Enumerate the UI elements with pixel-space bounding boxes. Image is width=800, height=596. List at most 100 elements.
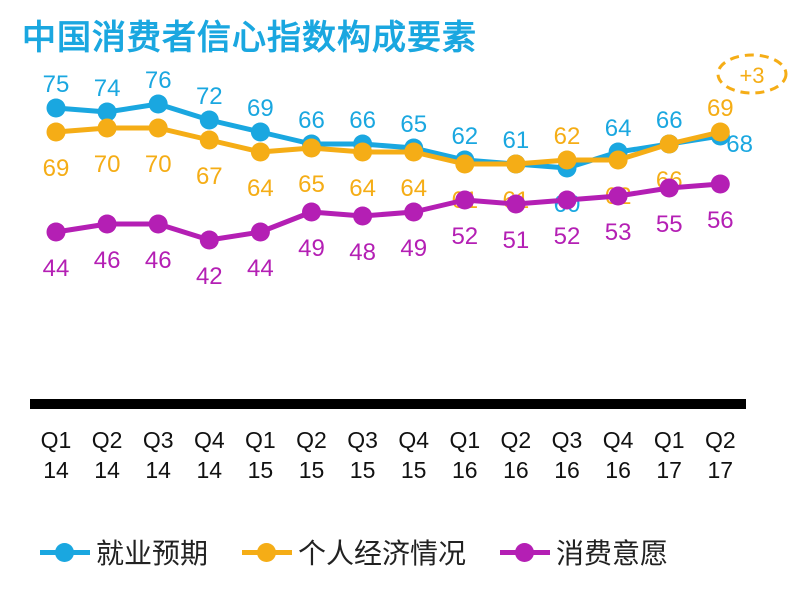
data-label: 64	[349, 175, 376, 202]
data-point	[199, 110, 219, 130]
data-label: 52	[451, 223, 478, 250]
data-point	[302, 202, 321, 222]
x-tick-label-year: 16	[452, 457, 478, 483]
x-tick-label-quarter: Q2	[296, 427, 327, 453]
data-point	[506, 154, 526, 174]
data-label: 44	[43, 255, 70, 282]
data-label: 65	[400, 111, 427, 138]
x-tick-label-quarter: Q1	[449, 427, 480, 453]
data-label: 68	[726, 131, 753, 158]
data-point	[199, 230, 219, 250]
data-label: 67	[196, 163, 223, 190]
x-tick-label-quarter: Q4	[603, 427, 634, 453]
data-point	[148, 118, 168, 138]
data-label: 49	[298, 235, 325, 262]
data-label: 65	[298, 171, 325, 198]
data-label: 75	[43, 71, 70, 98]
series-2: 44 46 46 42 44 49 48 49 52 51 52 53 55 56	[43, 174, 734, 290]
data-point	[404, 202, 424, 222]
data-label: 76	[145, 67, 172, 94]
annotation-ellipse	[716, 53, 788, 95]
x-tick-label-quarter: Q1	[654, 427, 685, 453]
x-tick-label-year: 15	[248, 457, 274, 483]
data-label: 70	[94, 151, 121, 178]
data-point	[404, 142, 424, 162]
legend-label: 个人经济情况	[298, 537, 467, 570]
x-tick-label-quarter: Q4	[398, 427, 429, 453]
data-label: 55	[656, 211, 683, 238]
legend-item-personal-finance: 个人经济情况	[242, 532, 466, 572]
data-point	[250, 222, 270, 242]
data-point	[199, 130, 219, 150]
x-tick-label-quarter: Q2	[501, 427, 532, 453]
data-point	[455, 154, 475, 174]
x-tick-label-year: 14	[145, 457, 171, 483]
x-tick-label-quarter: Q2	[92, 427, 123, 453]
x-tick-label-year: 17	[656, 457, 682, 483]
data-point	[608, 186, 628, 206]
x-tick-label-quarter: Q1	[41, 427, 72, 453]
annotation-text: +3	[739, 63, 764, 88]
data-label: 46	[94, 247, 121, 274]
data-point	[659, 134, 679, 154]
data-label: 42	[196, 263, 223, 290]
x-tick-label-year: 14	[197, 457, 223, 483]
data-label: 46	[145, 247, 172, 274]
data-label: 49	[400, 235, 427, 262]
data-label: 66	[349, 107, 376, 134]
data-point	[557, 150, 577, 170]
data-point	[250, 142, 270, 162]
x-tick-label-year: 15	[401, 457, 427, 483]
data-point	[46, 222, 66, 242]
x-tick-label-quarter: Q4	[194, 427, 225, 453]
data-label: 70	[145, 151, 172, 178]
data-label: 64	[605, 115, 632, 142]
data-label: 74	[94, 75, 121, 102]
data-point	[608, 150, 628, 170]
data-point	[97, 118, 117, 138]
legend-label: 就业预期	[96, 537, 209, 570]
data-point	[353, 206, 373, 226]
x-tick-label-year: 14	[94, 457, 120, 483]
data-point	[46, 98, 66, 118]
x-tick-label-quarter: Q1	[245, 427, 276, 453]
data-label: 66	[298, 107, 325, 134]
data-point	[148, 94, 168, 114]
legend-item-spending-intention: 消费意愿	[500, 532, 668, 572]
x-tick-label-year: 17	[708, 457, 734, 483]
x-tick-label-year: 16	[503, 457, 529, 483]
data-label: 62	[451, 123, 478, 150]
data-point	[710, 122, 730, 142]
data-label: 69	[43, 155, 70, 182]
data-point	[455, 190, 475, 210]
data-point	[302, 138, 321, 158]
data-point	[97, 102, 117, 122]
x-tick-label-quarter: Q3	[552, 427, 583, 453]
x-axis-line	[30, 399, 746, 409]
x-tick-label-year: 16	[605, 457, 631, 483]
legend-marker-icon	[500, 542, 551, 562]
x-tick-label-quarter: Q3	[143, 427, 174, 453]
legend-item-employment: 就业预期	[40, 532, 208, 572]
data-point	[46, 122, 66, 142]
data-label: 72	[196, 83, 223, 110]
x-tick-label-year: 15	[299, 457, 325, 483]
data-point	[710, 174, 730, 194]
data-point	[97, 214, 117, 234]
chart-title: 中国消费者信心指数构成要素	[22, 18, 477, 58]
data-label: 56	[707, 207, 734, 234]
data-point	[557, 190, 577, 210]
series-1: 6970706764656464616162626669	[43, 95, 734, 214]
x-tick-label-year: 14	[43, 457, 69, 483]
x-tick-label-year: 16	[554, 457, 580, 483]
data-label: 61	[503, 127, 530, 154]
data-point	[353, 142, 373, 162]
series-0: 7574767269666665626160646668	[43, 67, 753, 218]
x-tick-label-year: 15	[350, 457, 376, 483]
data-label: 69	[707, 95, 734, 122]
data-label: 44	[247, 255, 274, 282]
data-label: 69	[247, 95, 274, 122]
legend-label: 消费意愿	[556, 537, 669, 570]
annotation: +3	[716, 53, 788, 95]
x-tick-label-quarter: Q2	[705, 427, 736, 453]
